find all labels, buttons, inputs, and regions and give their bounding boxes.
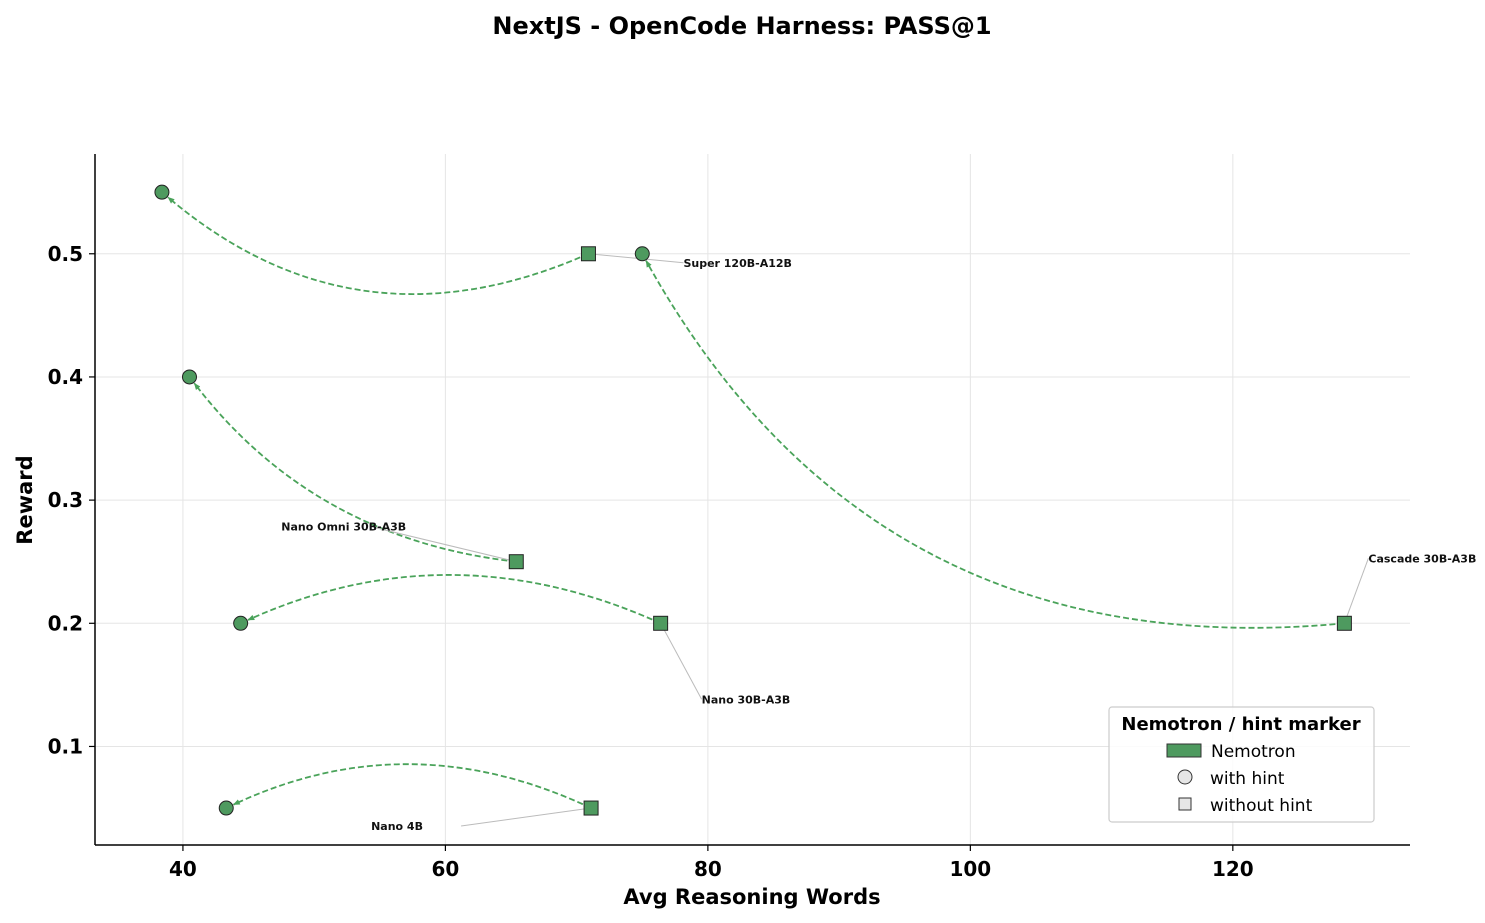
marker-with-hint-cascade-30b-a3b bbox=[634, 246, 650, 262]
label-nano-omni-30b-a3b: Nano Omni 30B-A3B bbox=[281, 521, 406, 534]
grid bbox=[95, 154, 1410, 845]
label-nano-30b-a3b: Nano 30B-A3B bbox=[702, 693, 791, 706]
y-tick-label: 0.4 bbox=[48, 365, 83, 389]
leader-cascade-30b-a3b bbox=[1343, 558, 1369, 624]
chart-title: NextJS - OpenCode Harness: PASS@1 bbox=[492, 12, 991, 40]
label-nano-4b: Nano 4B bbox=[371, 820, 423, 833]
y-axis-label: Reward bbox=[13, 455, 37, 544]
arrow-cascade-30b-a3b bbox=[645, 260, 1345, 629]
arrow-super-120b-a12b bbox=[167, 196, 589, 295]
x-tick-label: 60 bbox=[431, 857, 459, 881]
arrow-nano-30b-a3b bbox=[247, 574, 662, 625]
marker-with-hint-nano-4b bbox=[218, 800, 234, 816]
leader-nano-4b bbox=[461, 807, 592, 827]
legend-with-hint-label: with hint bbox=[1210, 769, 1285, 789]
transition-arrows bbox=[167, 196, 1345, 809]
y-tick-label: 0.3 bbox=[48, 488, 83, 512]
label-leaders bbox=[371, 253, 1369, 827]
legend-without-hint-marker bbox=[1178, 797, 1192, 811]
marker-with-hint-nano-30b-a3b bbox=[233, 615, 249, 631]
label-cascade-30b-a3b: Cascade 30B-A3B bbox=[1368, 552, 1476, 565]
data-markers bbox=[154, 184, 1352, 816]
marker-without-hint-nano-4b bbox=[583, 800, 599, 816]
axes: 40 60 80 100 120 0.1 0.2 0.3 0.4 0.5 bbox=[48, 154, 1410, 881]
leader-super-120b-a12b bbox=[588, 253, 684, 264]
legend: Nemotron / hint marker Nemotron with hin… bbox=[1108, 706, 1375, 823]
y-tick-label: 0.1 bbox=[48, 734, 83, 758]
marker-with-hint-super-120b-a12b bbox=[154, 184, 170, 200]
leader-nano-30b-a3b bbox=[660, 623, 703, 700]
x-tick-label: 80 bbox=[694, 857, 722, 881]
x-tick-label: 40 bbox=[169, 857, 197, 881]
legend-title: Nemotron / hint marker bbox=[1121, 714, 1360, 735]
y-tick-label: 0.2 bbox=[48, 611, 83, 635]
y-tick-label: 0.5 bbox=[48, 242, 83, 266]
marker-without-hint-nano-omni-30b-a3b bbox=[508, 554, 524, 570]
legend-with-hint-marker bbox=[1177, 769, 1193, 785]
leader-nano-omni-30b-a3b bbox=[371, 526, 517, 563]
arrow-nano-4b bbox=[232, 763, 592, 809]
model-labels: Super 120B-A12B Cascade 30B-A3B Nano Omni … bbox=[281, 257, 1476, 833]
x-tick-label: 120 bbox=[1212, 857, 1254, 881]
legend-nemotron-label: Nemotron bbox=[1211, 742, 1296, 762]
label-super-120b-a12b: Super 120B-A12B bbox=[683, 257, 791, 270]
x-axis-label: Avg Reasoning Words bbox=[623, 885, 880, 909]
legend-frame bbox=[1108, 706, 1375, 823]
marker-with-hint-nano-omni-30b-a3b bbox=[181, 369, 197, 385]
x-tick-label: 100 bbox=[949, 857, 991, 881]
arrow-nano-omni-30b-a3b bbox=[193, 382, 517, 563]
legend-nemotron-swatch bbox=[1166, 743, 1202, 758]
marker-without-hint-nano-30b-a3b bbox=[653, 615, 669, 631]
marker-without-hint-super-120b-a12b bbox=[580, 246, 596, 262]
marker-without-hint-cascade-30b-a3b bbox=[1336, 615, 1352, 631]
legend-without-hint-label: without hint bbox=[1210, 796, 1313, 816]
